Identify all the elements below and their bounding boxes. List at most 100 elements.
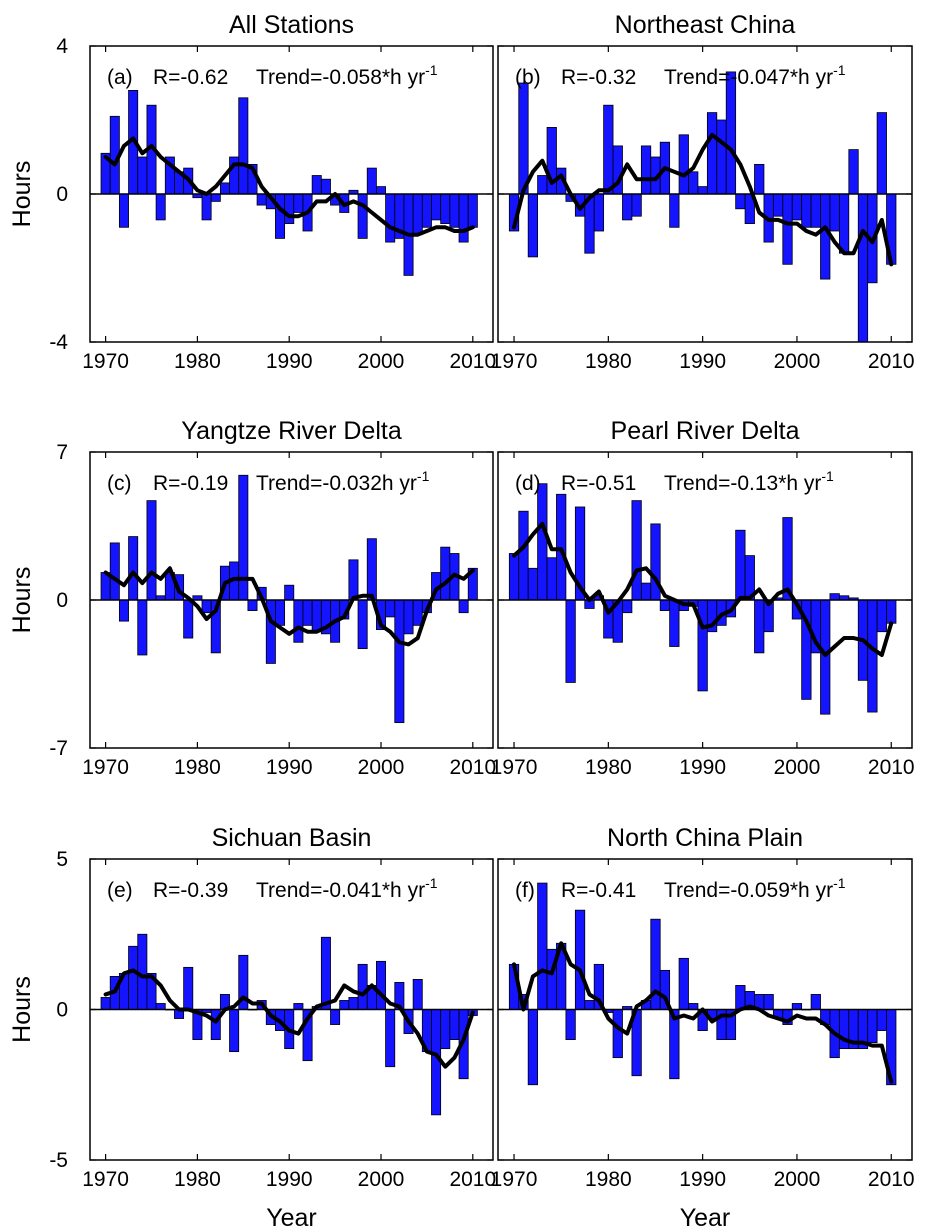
x-tick-label: 1980 — [174, 350, 221, 373]
x-tick-label: 1990 — [679, 1168, 726, 1191]
x-tick-label: 1970 — [491, 1168, 538, 1191]
bar — [527, 1009, 539, 1086]
panel-letter: (c) — [107, 472, 132, 495]
x-tick-label: 1970 — [82, 1168, 129, 1191]
bar — [631, 193, 642, 217]
bar — [412, 599, 423, 626]
x-tick-label: 1980 — [174, 756, 221, 779]
panel-title: Yangtze River Delta — [181, 417, 402, 445]
trend-exponent: -1 — [833, 62, 846, 78]
bar — [137, 933, 148, 1010]
smoothed-line — [512, 521, 894, 657]
smoothed-line — [103, 968, 475, 1069]
bar — [848, 149, 859, 195]
bar — [275, 599, 286, 626]
bar — [669, 599, 680, 647]
bar — [201, 193, 212, 221]
panel-letter: (d) — [515, 472, 541, 495]
x-tick-label: 1990 — [266, 350, 313, 373]
bar — [348, 997, 359, 1010]
bar — [385, 599, 396, 618]
bar — [688, 1003, 699, 1010]
bar — [801, 193, 812, 228]
x-tick-label: 2010 — [868, 350, 915, 373]
bar — [622, 193, 633, 221]
y-tick-label: -5 — [49, 1149, 68, 1172]
bar — [238, 474, 249, 601]
bar — [659, 599, 671, 611]
x-tick-label: 1990 — [266, 756, 313, 779]
bar — [565, 1009, 576, 1041]
x-tick-label: 2000 — [358, 1168, 405, 1191]
bar — [348, 559, 359, 601]
panel-6: 1970 1980 1990 2000 2010 North China Plain (f)… — [491, 824, 915, 1232]
bar — [546, 557, 557, 601]
x-tick-label: 1970 — [491, 350, 538, 373]
bar — [293, 1003, 304, 1010]
bar — [876, 599, 887, 633]
bar — [128, 536, 139, 601]
panel-3: 1970 1980 1990 2000 2010 -7 0 7 Yangtze River De… — [8, 417, 496, 779]
bar — [394, 599, 405, 724]
bar — [421, 193, 432, 228]
bar — [155, 1003, 166, 1010]
bar — [210, 193, 221, 202]
bar — [867, 599, 878, 713]
bar — [829, 193, 840, 232]
bar — [146, 500, 157, 601]
bar — [458, 193, 469, 243]
y-tick-label: 7 — [56, 441, 68, 464]
bar — [706, 112, 718, 195]
bar — [449, 193, 460, 228]
bar — [155, 193, 166, 221]
bar — [330, 1009, 341, 1025]
panel-letter: (b) — [515, 66, 541, 89]
trend-value: Trend=-0.047*h yr-1 — [664, 62, 846, 89]
bar — [449, 1009, 460, 1041]
smoothed-line — [103, 136, 475, 237]
x-tick-label: 2000 — [774, 350, 821, 373]
y-tick-label: 0 — [56, 999, 68, 1022]
r-value: R=-0.51 — [561, 472, 636, 495]
bar — [357, 599, 368, 650]
x-tick-label: 1970 — [82, 350, 129, 373]
bar — [275, 193, 286, 239]
trend-exponent: -1 — [821, 468, 834, 484]
x-axis-label: Year — [680, 1204, 731, 1232]
x-tick-label: 2010 — [449, 350, 496, 373]
bar — [838, 1009, 850, 1050]
r-value: R=-0.19 — [153, 472, 228, 495]
bar — [128, 945, 139, 1010]
panel-title: Northeast China — [615, 11, 796, 39]
bar — [518, 82, 529, 195]
bar — [247, 599, 258, 611]
x-tick-label: 1990 — [266, 1168, 313, 1191]
bar — [688, 171, 699, 195]
bar — [537, 175, 548, 195]
bar — [556, 493, 567, 601]
bar — [537, 882, 548, 1010]
x-tick-label: 1990 — [679, 350, 726, 373]
panel-1: 1970 1980 1990 2000 2010 -4 0 4 All Stations (a) R… — [8, 11, 496, 373]
bar — [210, 1009, 221, 1041]
bar — [810, 193, 821, 228]
bar — [716, 119, 727, 195]
trend-value: Trend=-0.13*h yr-1 — [664, 468, 834, 495]
bar — [293, 193, 304, 213]
bar — [782, 193, 793, 265]
x-tick-label: 2010 — [868, 756, 915, 779]
y-axis-label: Hours — [8, 976, 36, 1043]
y-axis-label: Hours — [8, 161, 36, 228]
bar — [725, 71, 737, 195]
panel-title: North China Plain — [607, 824, 803, 852]
x-tick-label: 2000 — [358, 756, 405, 779]
bar — [339, 1000, 350, 1010]
bar — [385, 1009, 396, 1068]
x-tick-label: 2000 — [774, 1168, 821, 1191]
panel-letter: (e) — [107, 879, 133, 902]
smoothed-line — [103, 566, 475, 647]
smoothed-line — [512, 132, 894, 267]
bar — [284, 584, 295, 601]
panel-2: 1970 1980 1990 2000 2010 Northeast China (b) R=… — [491, 11, 915, 373]
